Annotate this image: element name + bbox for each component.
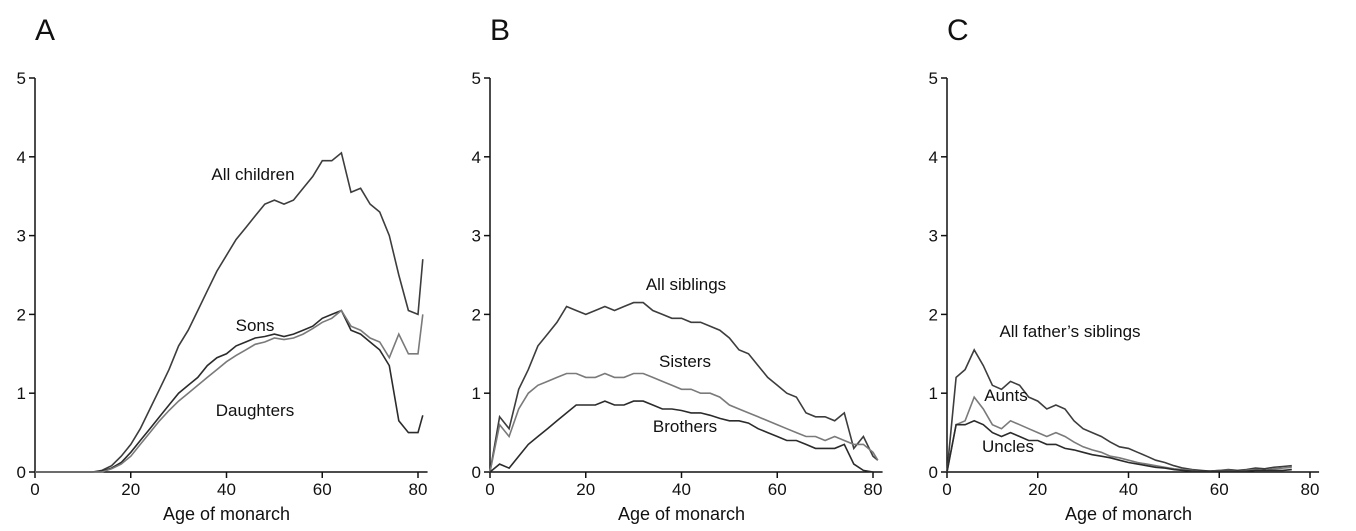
series-line xyxy=(489,301,879,473)
y-tick-label: 4 xyxy=(17,148,26,167)
series-line xyxy=(35,309,424,473)
y-tick-label: 1 xyxy=(17,384,26,403)
series-label: Brothers xyxy=(653,417,717,436)
series-label: Uncles xyxy=(982,437,1034,456)
series-label: All siblings xyxy=(646,275,726,294)
y-tick-label: 5 xyxy=(929,69,938,88)
x-tick-label: 20 xyxy=(576,480,595,499)
x-tick-label: 40 xyxy=(217,480,236,499)
series-line xyxy=(489,400,874,473)
y-tick-label: 5 xyxy=(17,69,26,88)
series-line xyxy=(35,151,424,473)
x-tick-label: 60 xyxy=(768,480,787,499)
y-tick-label: 2 xyxy=(472,305,481,324)
y-tick-label: 0 xyxy=(17,463,26,482)
x-tick-label: 40 xyxy=(672,480,691,499)
panel-title: B xyxy=(490,14,510,47)
x-tick-label: 60 xyxy=(1210,480,1229,499)
x-tick-label: 20 xyxy=(1028,480,1047,499)
series-line xyxy=(946,419,1292,473)
series-label: Sons xyxy=(236,316,275,335)
y-tick-label: 1 xyxy=(929,384,938,403)
y-tick-label: 4 xyxy=(929,148,938,167)
y-tick-label: 2 xyxy=(17,305,26,324)
y-tick-label: 3 xyxy=(17,227,26,246)
series-label: All children xyxy=(211,165,294,184)
x-tick-label: 60 xyxy=(313,480,332,499)
series-label: Sisters xyxy=(659,352,711,371)
x-axis-label: Age of monarch xyxy=(618,504,745,524)
x-tick-label: 80 xyxy=(409,480,428,499)
x-tick-label: 0 xyxy=(942,480,951,499)
y-tick-label: 0 xyxy=(472,463,481,482)
y-tick-label: 3 xyxy=(929,227,938,246)
x-tick-label: 40 xyxy=(1119,480,1138,499)
series-label: Aunts xyxy=(984,386,1027,405)
x-tick-label: 0 xyxy=(485,480,494,499)
panel: C 0 1 2 3 4 5 0 20 40 60 80 Age of monarch All father… xyxy=(929,14,1320,524)
x-tick-label: 80 xyxy=(1301,480,1320,499)
x-tick-label: 80 xyxy=(864,480,883,499)
y-tick-label: 2 xyxy=(929,305,938,324)
y-tick-label: 5 xyxy=(472,69,481,88)
series-label: Daughters xyxy=(216,401,294,420)
x-axis-label: Age of monarch xyxy=(1065,504,1192,524)
panel: B 0 1 2 3 4 5 0 20 40 60 80 Age of monarch All siblin… xyxy=(472,14,883,524)
y-tick-label: 4 xyxy=(472,148,481,167)
x-tick-label: 20 xyxy=(121,480,140,499)
panel-title: A xyxy=(35,14,55,47)
x-axis-label: Age of monarch xyxy=(163,504,290,524)
y-tick-label: 1 xyxy=(472,384,481,403)
series-line xyxy=(35,309,424,473)
y-tick-label: 3 xyxy=(472,227,481,246)
series-label: All father’s siblings xyxy=(999,322,1140,341)
panel-title: C xyxy=(947,14,969,47)
y-tick-label: 0 xyxy=(929,463,938,482)
x-tick-label: 0 xyxy=(30,480,39,499)
series-line xyxy=(489,372,879,473)
panel: A 0 1 2 3 4 5 0 20 40 60 80 Age of monarch All childr… xyxy=(17,14,428,524)
